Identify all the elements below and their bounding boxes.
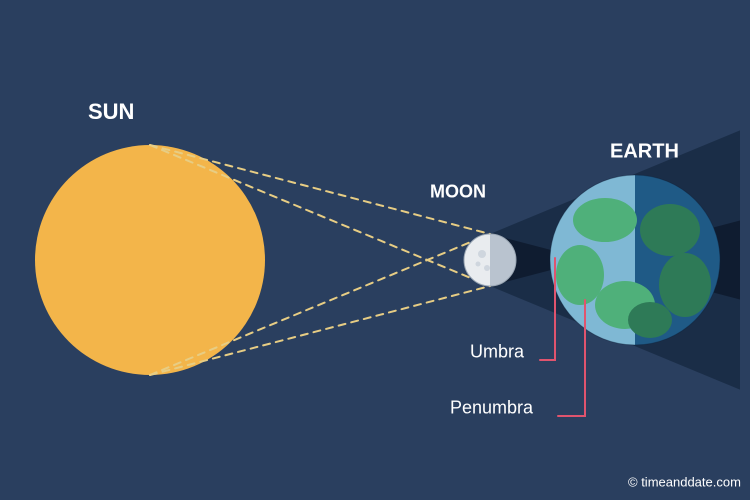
earth-icon bbox=[550, 175, 720, 345]
sun-icon bbox=[35, 145, 265, 375]
moon-label: MOON bbox=[430, 182, 486, 203]
credit-text: © timeanddate.com bbox=[628, 475, 741, 490]
eclipse-diagram: SUN MOON EARTH Umbra Penumbra © timeandd… bbox=[0, 0, 750, 500]
umbra-label: Umbra bbox=[470, 342, 524, 363]
earth-label: EARTH bbox=[610, 141, 679, 164]
penumbra-label: Penumbra bbox=[450, 398, 533, 419]
sun-label: SUN bbox=[88, 99, 134, 125]
diagram-svg bbox=[0, 0, 750, 500]
